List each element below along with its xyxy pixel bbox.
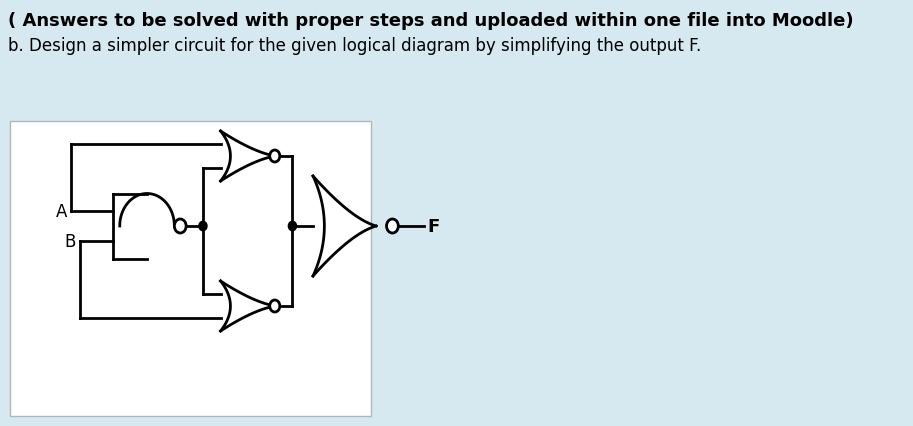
Circle shape	[269, 151, 279, 163]
Circle shape	[200, 222, 206, 230]
Text: b. Design a simpler circuit for the given logical diagram by simplifying the out: b. Design a simpler circuit for the give…	[8, 37, 702, 55]
Text: A: A	[56, 202, 68, 221]
Text: ( Answers to be solved with proper steps and uploaded within one file into Moodl: ( Answers to be solved with proper steps…	[8, 12, 854, 30]
Circle shape	[289, 222, 296, 230]
Circle shape	[174, 219, 186, 233]
FancyBboxPatch shape	[10, 122, 372, 416]
Text: B: B	[64, 233, 76, 250]
Circle shape	[386, 219, 398, 233]
Text: F: F	[427, 218, 440, 236]
Circle shape	[269, 300, 279, 312]
